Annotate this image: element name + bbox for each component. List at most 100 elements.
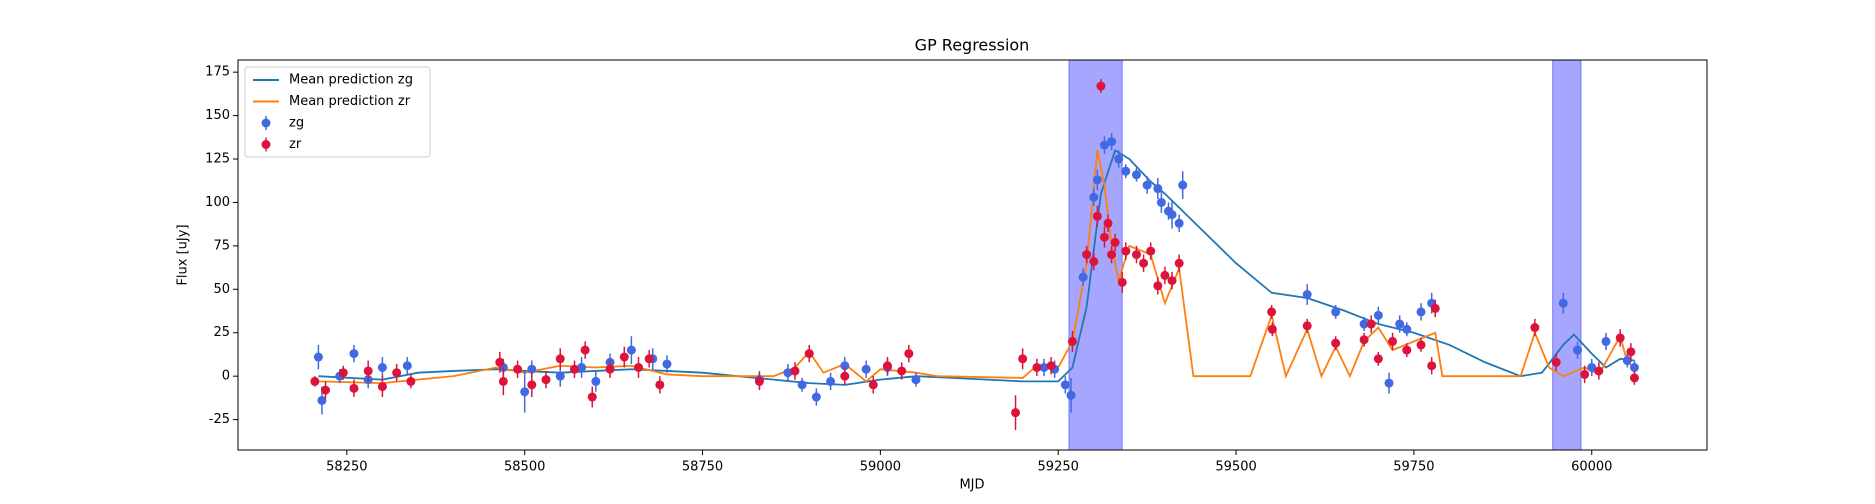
plot-area bbox=[310, 79, 1639, 431]
y-tick-label: 75 bbox=[213, 238, 230, 253]
point bbox=[1178, 180, 1188, 190]
point bbox=[1011, 408, 1021, 418]
point bbox=[1099, 140, 1109, 150]
point bbox=[1427, 361, 1437, 371]
point bbox=[1629, 362, 1639, 372]
point bbox=[1402, 324, 1412, 334]
point bbox=[1395, 319, 1405, 329]
point bbox=[1153, 184, 1163, 194]
x-axis-label: MJD bbox=[959, 478, 984, 493]
point bbox=[338, 368, 348, 378]
point bbox=[1167, 210, 1177, 220]
point bbox=[1099, 232, 1109, 242]
point bbox=[1103, 218, 1113, 228]
point bbox=[1267, 307, 1277, 317]
point bbox=[826, 376, 836, 386]
point bbox=[1416, 307, 1426, 317]
point bbox=[569, 364, 579, 374]
point bbox=[1067, 336, 1077, 346]
point bbox=[1032, 362, 1042, 372]
point bbox=[1359, 319, 1369, 329]
point bbox=[790, 366, 800, 376]
point bbox=[1174, 218, 1184, 228]
point bbox=[310, 376, 320, 386]
point bbox=[1060, 380, 1070, 390]
point bbox=[1587, 362, 1597, 372]
point bbox=[619, 352, 629, 362]
point bbox=[1153, 281, 1163, 291]
point bbox=[1156, 197, 1166, 207]
y-tick-label: -25 bbox=[209, 412, 230, 427]
point bbox=[520, 387, 530, 397]
point bbox=[1331, 307, 1341, 317]
point bbox=[1167, 276, 1177, 286]
point bbox=[754, 376, 764, 386]
point bbox=[1551, 357, 1561, 367]
point bbox=[1092, 175, 1102, 185]
point bbox=[1078, 272, 1088, 282]
point bbox=[1573, 345, 1583, 355]
x-tick-label: 59250 bbox=[1038, 460, 1079, 475]
point bbox=[1096, 81, 1106, 91]
legend-box bbox=[244, 66, 431, 158]
point bbox=[1402, 345, 1412, 355]
legend-label: Mean prediction zg bbox=[289, 73, 413, 88]
point bbox=[320, 385, 330, 395]
point bbox=[662, 359, 672, 369]
point bbox=[911, 375, 921, 385]
point bbox=[1373, 354, 1383, 364]
y-tick-label: 50 bbox=[213, 282, 230, 297]
point bbox=[904, 349, 914, 359]
point bbox=[377, 362, 387, 372]
point bbox=[1089, 257, 1099, 267]
point bbox=[840, 361, 850, 371]
point bbox=[577, 362, 587, 372]
point bbox=[402, 361, 412, 371]
x-tick-label: 60000 bbox=[1571, 460, 1612, 475]
point bbox=[634, 362, 644, 372]
point bbox=[626, 345, 636, 355]
point bbox=[377, 382, 387, 392]
point bbox=[811, 392, 821, 402]
x-tick-label: 59750 bbox=[1393, 460, 1434, 475]
point bbox=[1142, 180, 1152, 190]
point bbox=[1146, 246, 1156, 256]
y-tick-label: 175 bbox=[205, 65, 230, 80]
y-axis-label: Flux [uJy] bbox=[176, 224, 191, 285]
plot-frame bbox=[237, 59, 1708, 451]
x-tick-label: 59500 bbox=[1215, 460, 1256, 475]
point bbox=[868, 380, 878, 390]
point bbox=[1558, 298, 1568, 308]
point bbox=[317, 395, 327, 405]
y-tick-label: 100 bbox=[205, 195, 230, 210]
point bbox=[1066, 390, 1076, 400]
point bbox=[1089, 192, 1099, 202]
point bbox=[1267, 324, 1277, 334]
point bbox=[1174, 258, 1184, 268]
point bbox=[1114, 154, 1124, 164]
point bbox=[1131, 250, 1141, 260]
point bbox=[1082, 250, 1092, 260]
shaded-span bbox=[1552, 59, 1582, 451]
point bbox=[1416, 340, 1426, 350]
point bbox=[840, 371, 850, 381]
point bbox=[495, 357, 505, 367]
point bbox=[804, 349, 814, 359]
point bbox=[1366, 319, 1376, 329]
point bbox=[1110, 237, 1120, 247]
x-tick-label: 58250 bbox=[326, 460, 367, 475]
point bbox=[1373, 310, 1383, 320]
legend-label: zg bbox=[289, 116, 304, 131]
point bbox=[783, 368, 793, 378]
y-tick-label: 25 bbox=[213, 325, 230, 340]
point bbox=[349, 349, 359, 359]
point bbox=[797, 380, 807, 390]
point bbox=[587, 392, 597, 402]
point bbox=[555, 371, 565, 381]
point bbox=[406, 376, 416, 386]
point bbox=[1039, 362, 1049, 372]
legend-label: zr bbox=[289, 137, 302, 152]
point bbox=[1121, 246, 1131, 256]
point bbox=[541, 375, 551, 385]
